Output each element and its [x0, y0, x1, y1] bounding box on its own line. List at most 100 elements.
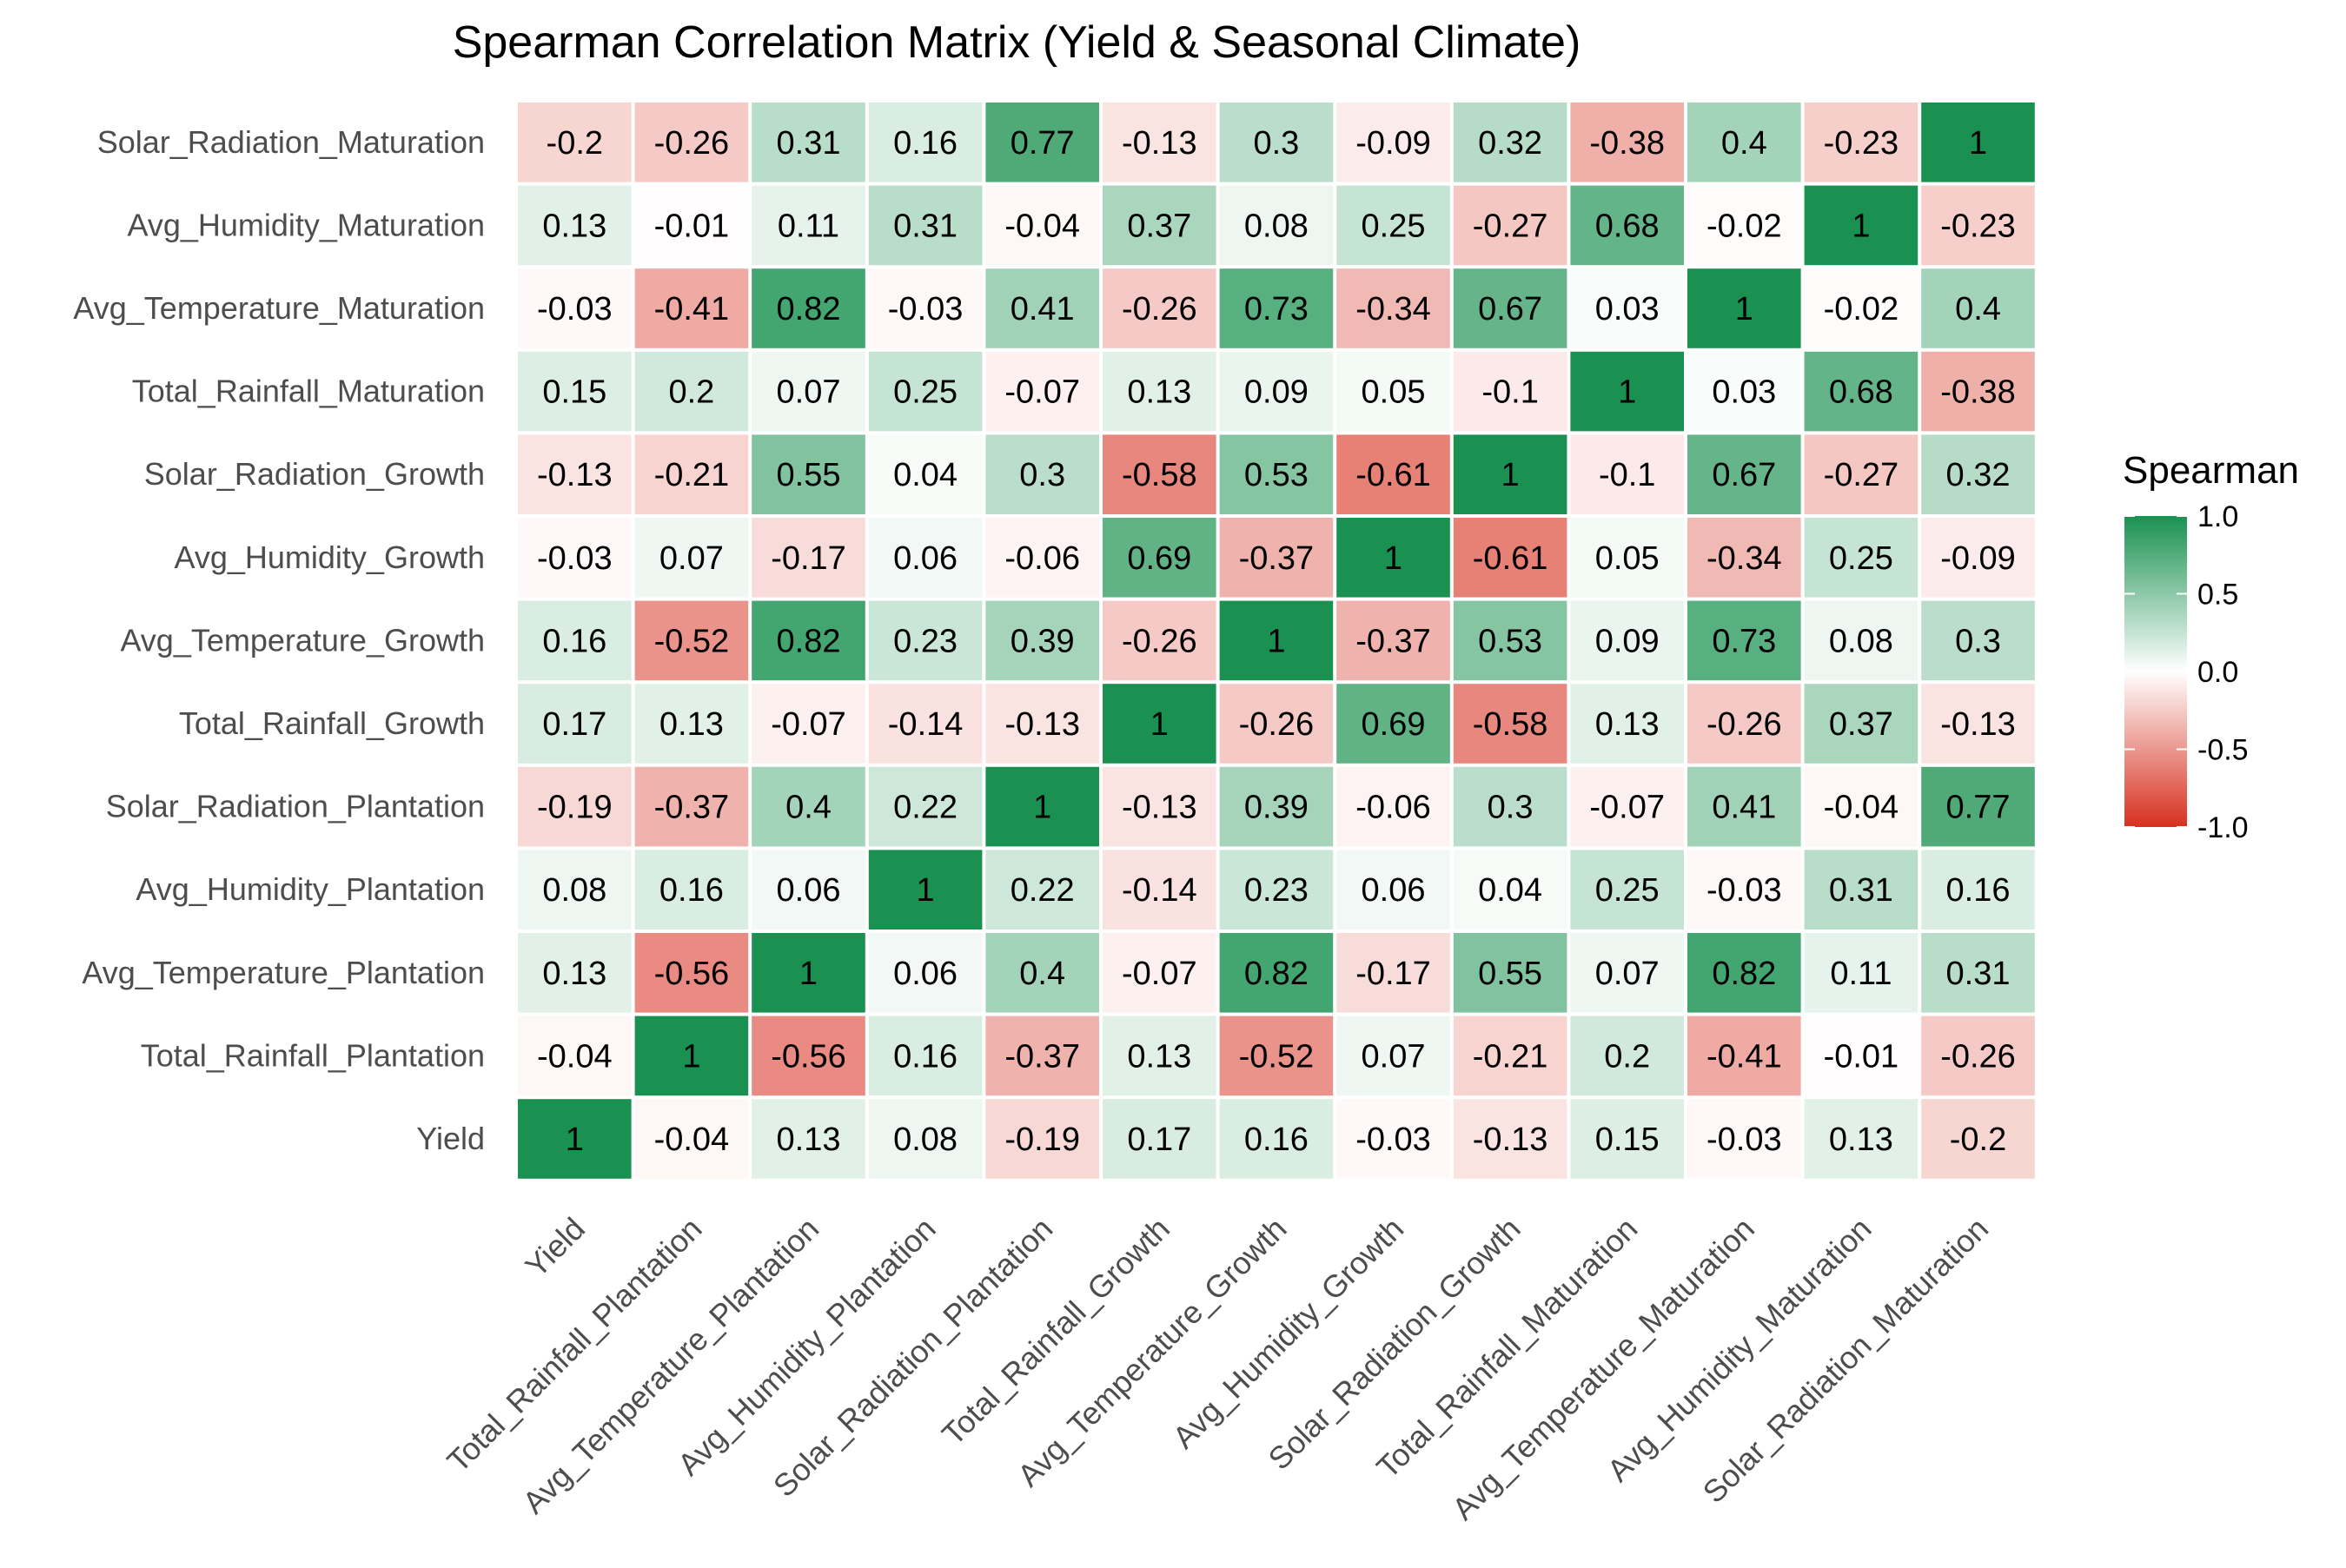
cell-value-label: 0.4: [785, 790, 832, 826]
heatmap-cell: [752, 103, 865, 182]
cell-value-label: 0.37: [1829, 706, 1893, 743]
cell-value-label: 0.15: [1595, 1121, 1660, 1158]
cell-value-label: -0.07: [1122, 956, 1197, 992]
cell-value-label: -0.21: [1473, 1038, 1548, 1075]
heatmap-cell: [1453, 185, 1567, 266]
cell-value-label: 0.39: [1011, 623, 1075, 659]
cell-value-label: 0.55: [1478, 956, 1542, 992]
cell-value-label: -0.13: [1473, 1121, 1548, 1158]
cell-value-label: 0.06: [777, 872, 841, 909]
cell-value-label: -0.21: [654, 457, 730, 493]
cell-value-label: 1: [1267, 623, 1285, 659]
cell-value-label: 1: [1033, 790, 1051, 826]
cell-value-label: -0.13: [1940, 706, 2016, 743]
heatmap-cell: [752, 434, 865, 514]
heatmap-cell: [868, 850, 983, 930]
heatmap-cell: [1804, 103, 1919, 182]
heatmap-cell: [1336, 351, 1450, 432]
x-tick-label-total-rainfall-growth: Total_Rainfall_Growth: [935, 1210, 1176, 1452]
y-tick-label-avg-humidity-growth: Avg_Humidity_Growth: [175, 539, 486, 575]
heatmap-cell: [634, 600, 749, 681]
heatmap-cell: [1570, 600, 1684, 681]
heatmap-cell: [868, 684, 983, 764]
x-axis-labels: YieldTotal_Rainfall_PlantationAvg_Temper…: [440, 1210, 1995, 1526]
cell-value-label: 0.25: [1362, 208, 1426, 244]
cell-value-label: 1: [1969, 125, 1987, 162]
cell-value-label: 0.82: [1244, 956, 1309, 992]
cell-value-label: -0.1: [1481, 374, 1538, 411]
cell-value-label: -0.14: [888, 706, 964, 743]
heatmap-cell: [752, 933, 865, 1013]
cell-value-label: -0.13: [1004, 706, 1080, 743]
heatmap-cell: [1570, 518, 1684, 598]
cell-value-label: 1: [917, 872, 935, 909]
heatmap-cell: [985, 850, 1099, 930]
cell-value-label: 0.16: [1244, 1121, 1309, 1158]
heatmap-cell: [1570, 268, 1684, 348]
heatmap-cell: [1336, 434, 1450, 514]
cell-value-label: 0.16: [659, 872, 724, 909]
heatmap-cell: [985, 518, 1099, 598]
cell-value-label: -0.14: [1122, 872, 1197, 909]
color-legend: Spearman 1.0 0.5 0.0 -0.5 -1.0: [2123, 449, 2299, 844]
heatmap-cell: [518, 850, 632, 930]
heatmap-cell: [634, 434, 749, 514]
cell-value-label: 0.17: [1127, 1121, 1191, 1158]
cell-value-label: 0.13: [542, 208, 606, 244]
cell-value-label: 0.2: [1604, 1038, 1650, 1075]
cell-value-label: -0.58: [1122, 457, 1197, 493]
heatmap-cell: [1687, 103, 1801, 182]
cell-value-label: 0.11: [1830, 956, 1892, 992]
cell-value-label: 0.07: [777, 374, 841, 411]
heatmap-cell: [1921, 850, 2035, 930]
cell-value-label: 0.23: [893, 623, 958, 659]
cell-value-label: -0.13: [1122, 790, 1197, 826]
cell-value-label: 0.55: [777, 457, 841, 493]
heatmap-cell: [1103, 1016, 1216, 1096]
heatmap-cell: [1570, 850, 1684, 930]
heatmap-cell: [985, 351, 1099, 432]
heatmap-cell: [868, 600, 983, 681]
heatmap-cell: [634, 268, 749, 348]
cell-value-label: 0.68: [1595, 208, 1660, 244]
heatmap-cell: [1336, 600, 1450, 681]
cell-value-label: -0.13: [537, 457, 613, 493]
heatmap-cell: [1921, 268, 2035, 348]
heatmap-cell: [1570, 434, 1684, 514]
cell-value-label: 0.73: [1712, 623, 1776, 659]
heatmap-cell: [1804, 933, 1919, 1013]
heatmap-cell: [1921, 103, 2035, 182]
cell-value-label: -0.34: [1706, 540, 1782, 577]
heatmap-cell: [518, 933, 632, 1013]
cell-value-label: -0.19: [1004, 1121, 1080, 1158]
cell-value-label: -0.03: [537, 291, 613, 327]
heatmap-cell: [752, 1099, 865, 1179]
heatmap-cell: [1921, 185, 2035, 266]
cell-value-label: 0.09: [1244, 374, 1309, 411]
cell-value-label: -0.58: [1473, 706, 1548, 743]
cell-value-label: 0.16: [1946, 872, 2011, 909]
heatmap-cell: [634, 766, 749, 847]
cell-value-label: 0.37: [1127, 208, 1191, 244]
heatmap-cell: [1570, 684, 1684, 764]
cell-value-label: -0.03: [537, 540, 613, 577]
cell-value-label: -0.41: [1706, 1038, 1782, 1075]
cell-value-label: -0.02: [1824, 291, 1899, 327]
heatmap-cell: [752, 1016, 865, 1096]
heatmap-cell: [634, 1099, 749, 1179]
heatmap-cell: [1687, 185, 1801, 266]
cell-value-label: 0.13: [1595, 706, 1660, 743]
y-tick-label-avg-humidity-maturation: Avg_Humidity_Maturation: [127, 207, 485, 242]
cell-value-label: -0.23: [1940, 208, 2016, 244]
heatmap-cell: [1336, 684, 1450, 764]
heatmap-cell: [1453, 103, 1567, 182]
y-tick-label-avg-humidity-plantation: Avg_Humidity_Plantation: [136, 871, 485, 907]
y-tick-label-total-rainfall-plantation: Total_Rainfall_Plantation: [141, 1037, 485, 1073]
heatmap-cell: [1687, 434, 1801, 514]
cell-value-label: -0.38: [1589, 125, 1665, 162]
heatmap-cell: [634, 185, 749, 266]
heatmap-cell: [1103, 103, 1216, 182]
cell-value-label: 1: [1618, 374, 1636, 411]
y-tick-label-solar-radiation-plantation: Solar_Radiation_Plantation: [106, 789, 485, 824]
heatmap-cell: [1687, 351, 1801, 432]
